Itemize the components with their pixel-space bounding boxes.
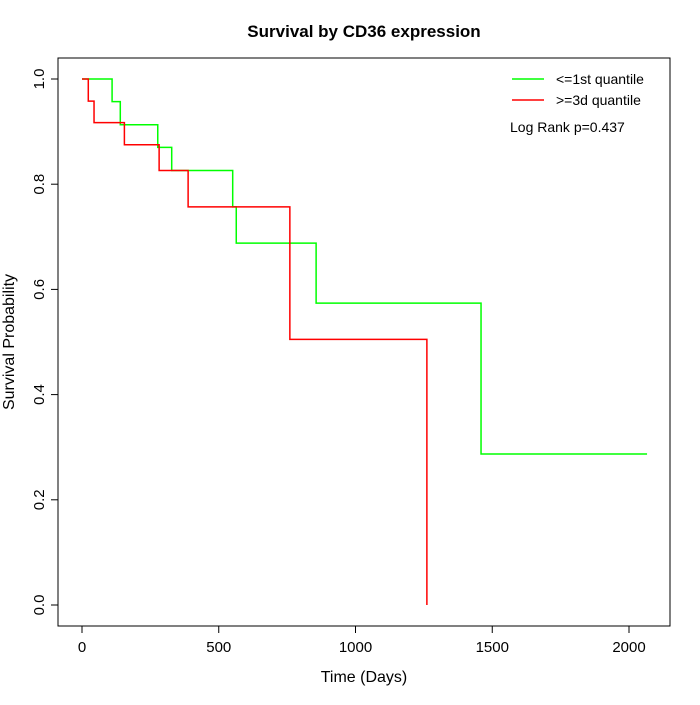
y-tick-label: 0.6: [31, 279, 48, 300]
x-tick-label: 500: [206, 639, 231, 656]
survival-curve-1: [82, 78, 428, 605]
x-tick-label: 2000: [612, 639, 645, 656]
legend-label-0: <=1st quantile: [556, 71, 644, 87]
chart-title: Survival by CD36 expression: [247, 22, 480, 41]
x-tick-label: 1500: [476, 639, 509, 656]
log-rank-annotation: Log Rank p=0.437: [510, 119, 625, 135]
y-tick-label: 0.4: [31, 384, 48, 405]
x-tick-label: 0: [78, 639, 86, 656]
y-tick-label: 0.8: [31, 174, 48, 195]
y-tick-label: 0.0: [31, 595, 48, 616]
x-axis-label: Time (Days): [321, 669, 408, 686]
series-group: [82, 78, 648, 605]
survival-curve-0: [82, 78, 648, 455]
plot-frame: [57, 57, 671, 627]
y-axis-label: Survival Probability: [1, 274, 18, 410]
legend-label-1: >=3d quantile: [556, 92, 641, 108]
y-tick-label: 1.0: [31, 69, 48, 90]
y-tick-label: 0.2: [31, 489, 48, 510]
x-axis: 0 500 1000 1500 2000: [78, 625, 646, 656]
y-axis: 0.0 0.2 0.4 0.6 0.8 1.0: [31, 69, 59, 616]
legend: <=1st quantile >=3d quantile: [512, 71, 644, 108]
x-tick-label: 1000: [339, 639, 372, 656]
